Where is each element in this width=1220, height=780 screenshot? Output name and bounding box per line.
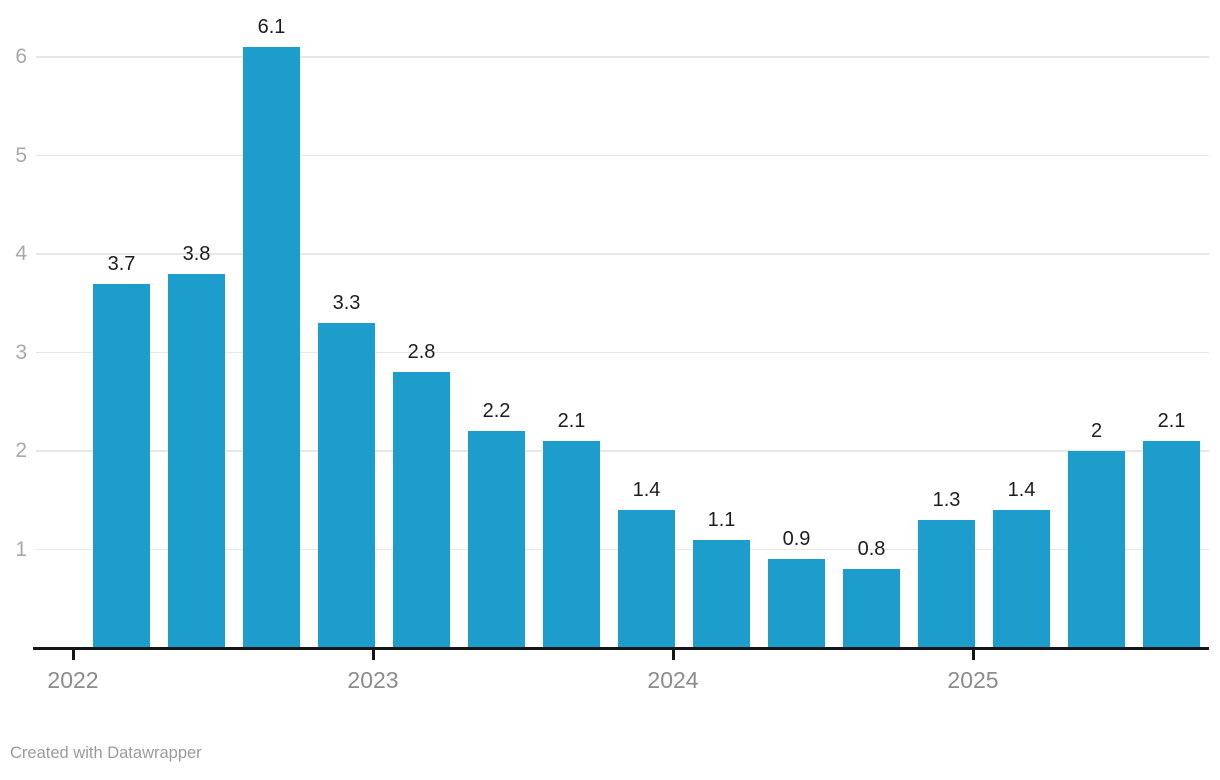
bar-2023-q1 (393, 372, 450, 648)
x-tick-label-2025: 2025 (947, 667, 999, 693)
bar-value-label: 0.8 (857, 538, 886, 561)
bar-2022-q4 (318, 322, 375, 648)
x-axis-line (33, 646, 1209, 650)
y-tick-label: 3 (15, 340, 27, 364)
bar-2025-q3 (1143, 441, 1200, 648)
bar-value-label: 3.7 (107, 252, 136, 275)
gridline (36, 253, 1209, 255)
x-axis-tick (971, 649, 975, 660)
datawrapper-credit-link[interactable]: Created with Datawrapper (10, 744, 202, 762)
x-tick-label-2022: 2022 (47, 667, 99, 693)
bar-value-label: 3.3 (332, 291, 361, 314)
bar-value-label: 1.4 (1007, 479, 1036, 502)
gridline (36, 56, 1209, 58)
bar-2025-q1 (993, 510, 1050, 648)
bar-2023-q4 (618, 510, 675, 648)
gridline (36, 351, 1209, 354)
y-tick-label: 1 (15, 537, 27, 561)
y-tick-label: 6 (15, 45, 27, 68)
bar-value-label: 0.9 (782, 528, 811, 551)
bar-2025-q2 (1068, 451, 1125, 648)
bar-2022-q3 (243, 47, 300, 648)
bar-value-label: 2.2 (482, 400, 511, 423)
bar-value-label: 6.1 (257, 16, 286, 39)
bar-value-label: 2.1 (557, 410, 586, 433)
bar-2022-q2 (168, 273, 225, 648)
bar-2024-q4 (918, 519, 975, 648)
bar-2024-q3 (843, 569, 900, 648)
x-tick-label-2024: 2024 (647, 667, 699, 693)
x-axis-tick (671, 649, 675, 660)
bar-2023-q3 (543, 441, 600, 648)
bar-value-label: 1.4 (632, 479, 661, 502)
bar-value-label: 2 (1090, 420, 1103, 442)
y-tick-label: 5 (15, 143, 27, 167)
bar-2022-q1 (93, 283, 150, 648)
y-tick-label: 4 (15, 242, 27, 265)
gridline (36, 450, 1209, 452)
x-axis-tick (371, 649, 375, 660)
bar-2024-q1 (693, 539, 750, 648)
bar-2024-q2 (768, 559, 825, 648)
x-axis-tick (71, 649, 75, 660)
gridline (36, 154, 1209, 157)
x-tick-label-2023: 2023 (347, 667, 399, 693)
y-tick-label: 2 (15, 439, 27, 462)
bar-value-label: 2.1 (1157, 410, 1186, 433)
bar-value-label: 2.8 (407, 341, 436, 364)
bar-value-label: 1.1 (707, 508, 736, 531)
bar-value-label: 1.3 (932, 488, 961, 511)
bar-value-label: 3.8 (182, 242, 211, 265)
bar-2023-q2 (468, 431, 525, 648)
